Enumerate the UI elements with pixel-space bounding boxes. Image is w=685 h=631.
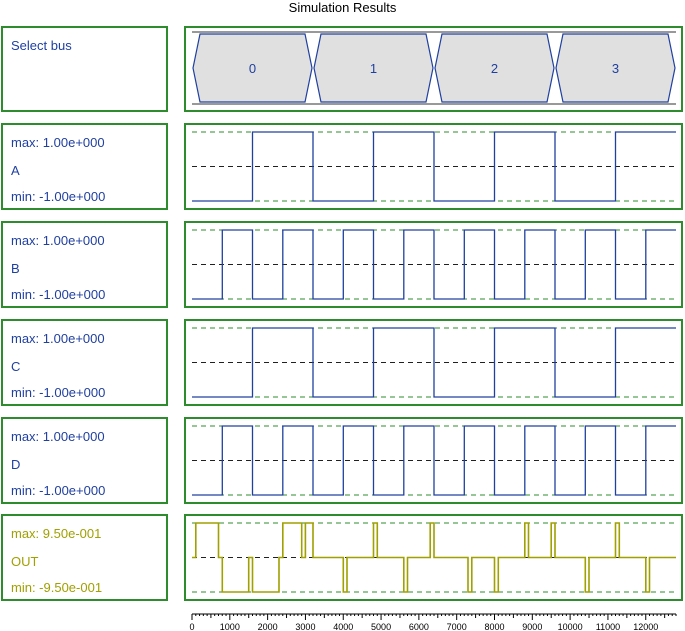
signal-a-label-panel: max: 1.00e+000 A min: -1.00e+000 [1, 123, 168, 210]
signal-d-min: min: -1.00e+000 [11, 483, 106, 498]
signal-d-max: max: 1.00e+000 [11, 429, 105, 444]
signal-out-min: min: -9.50e-001 [11, 580, 103, 595]
x-tick-label: 10000 [558, 622, 583, 631]
signal-b-max: max: 1.00e+000 [11, 233, 105, 248]
bus-segment-label: 0 [249, 61, 256, 76]
series-line-a [192, 131, 676, 202]
series-line-c [192, 327, 676, 398]
signal-a-name: A [11, 163, 20, 178]
signal-out-name: OUT [11, 554, 39, 569]
bus-segment [434, 33, 555, 103]
signal-out-label-panel: max: 9.50e-001 OUT min: -9.50e-001 [1, 514, 168, 601]
bus-segment-label: 2 [491, 61, 498, 76]
signal-b-name: B [11, 261, 20, 276]
bus-segment-label: 3 [612, 61, 619, 76]
signal-d-plot-panel [184, 417, 683, 504]
signal-a-plot [192, 131, 676, 202]
signal-c-label-panel: max: 1.00e+000 C min: -1.00e+000 [1, 319, 168, 406]
signal-out-plot-panel [184, 514, 683, 601]
signal-out-max: max: 9.50e-001 [11, 526, 102, 541]
x-tick-label: 4000 [333, 622, 353, 631]
signal-c-max: max: 1.00e+000 [11, 331, 105, 346]
x-tick-label: 12000 [633, 622, 658, 631]
x-tick-label: 2000 [258, 622, 278, 631]
signal-b-plot [192, 229, 676, 300]
x-tick-label: 0 [189, 622, 194, 631]
x-tick-label: 5000 [371, 622, 391, 631]
x-tick-label: 8000 [484, 622, 504, 631]
signal-c-plot [192, 327, 676, 398]
series-line-d [192, 425, 676, 496]
x-tick-label: 1000 [220, 622, 240, 631]
signal-out-plot [192, 522, 676, 593]
chart-title: Simulation Results [288, 0, 397, 15]
bus-label: Select bus [11, 38, 72, 53]
bus-segment [192, 33, 313, 103]
signal-c-plot-panel [184, 319, 683, 406]
series-line-out [192, 522, 676, 593]
signal-a-plot-panel [184, 123, 683, 210]
bus-segment [555, 33, 676, 103]
signal-b-label-panel: max: 1.00e+000 B min: -1.00e+000 [1, 221, 168, 308]
bus-plot: 0 1 2 3 [192, 31, 676, 105]
signal-b-plot-panel [184, 221, 683, 308]
signal-b-min: min: -1.00e+000 [11, 287, 106, 302]
signal-d-plot [192, 425, 676, 496]
x-tick-label: 9000 [522, 622, 542, 631]
x-tick-label: 7000 [447, 622, 467, 631]
signal-a-min: min: -1.00e+000 [11, 189, 106, 204]
signal-d-label-panel: max: 1.00e+000 D min: -1.00e+000 [1, 417, 168, 504]
signal-a-max: max: 1.00e+000 [11, 135, 105, 150]
x-tick-label: 6000 [409, 622, 429, 631]
series-line-b [192, 229, 676, 300]
signal-c-min: min: -1.00e+000 [11, 385, 106, 400]
bus-segment-label: 1 [370, 61, 377, 76]
bus-segment [313, 33, 434, 103]
x-tick-label: 3000 [295, 622, 315, 631]
bus-label-panel: Select bus [1, 26, 168, 112]
signal-d-name: D [11, 457, 21, 472]
x-tick-label: 11000 [596, 622, 620, 631]
signal-c-name: C [11, 359, 21, 374]
bus-plot-panel: 0 1 2 3 [184, 26, 683, 112]
